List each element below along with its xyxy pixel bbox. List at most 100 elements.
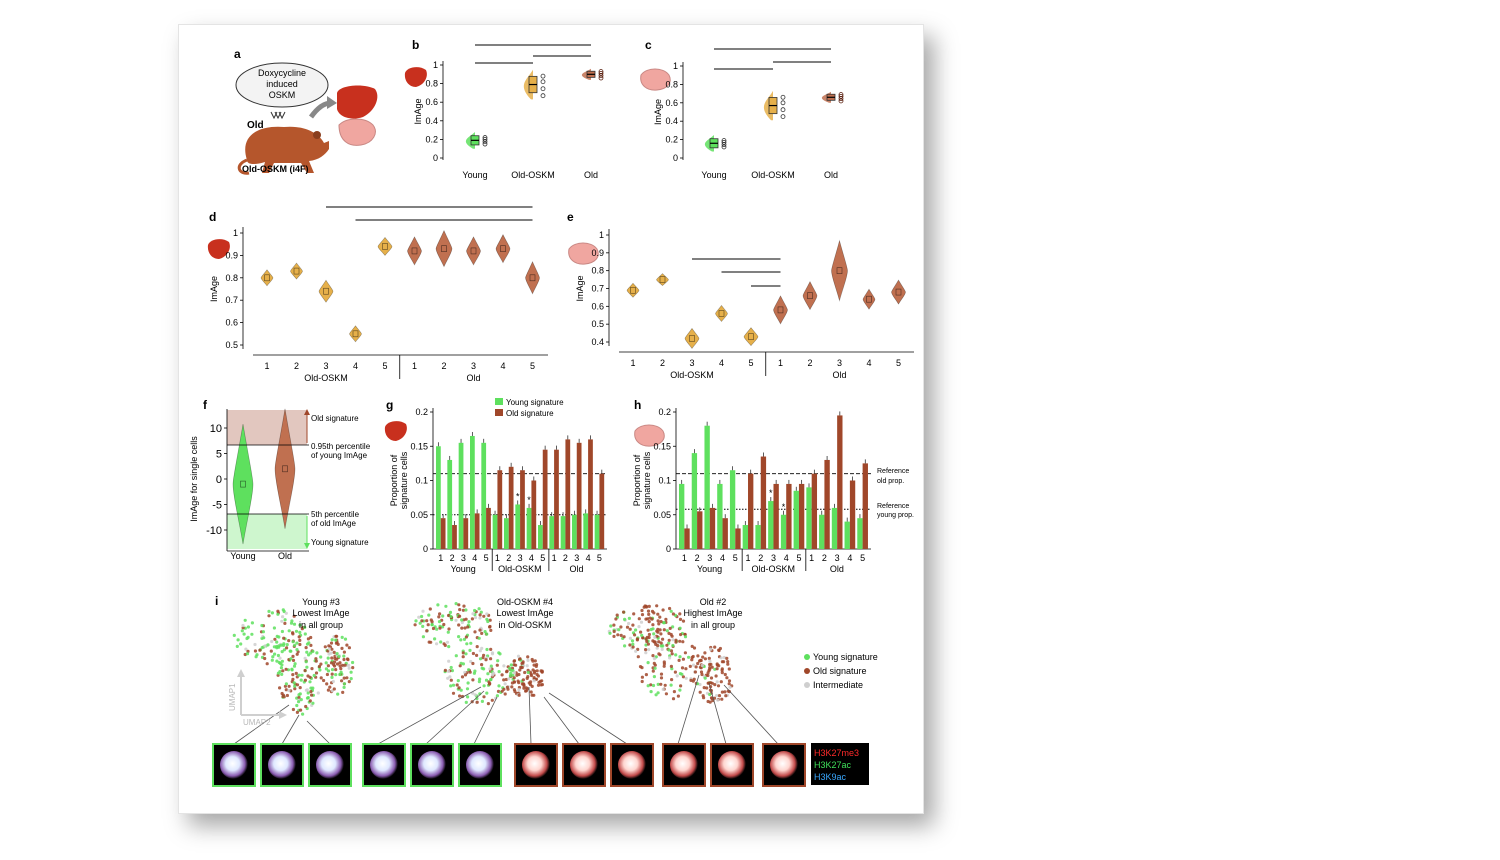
umap-1-cell bbox=[280, 672, 284, 677]
umap-3-cell bbox=[647, 648, 651, 652]
umap-3-cell bbox=[692, 646, 697, 650]
umap-plots bbox=[232, 602, 779, 745]
panel_d-violin-5 bbox=[407, 236, 422, 266]
umap-title-2-line-2: Lowest ImAge bbox=[496, 608, 553, 618]
umap-3-cell bbox=[653, 666, 657, 670]
panel-d-axes: 0.5 0.6 0.7 0.8 0.9 1 ImAge 1 2 3 4 5 1 2 3 4 5 Old-OSKM O… bbox=[209, 206, 548, 383]
umap-2-cell bbox=[509, 671, 513, 676]
umap-2-cell bbox=[457, 623, 461, 627]
umap-1-cell bbox=[261, 630, 265, 634]
umap-2-cell bbox=[496, 659, 500, 663]
panel_g-xtick-8: 4 bbox=[529, 553, 534, 563]
umap-3-cell bbox=[640, 608, 644, 613]
mouse-label: Old bbox=[247, 120, 264, 131]
umap-1-cell bbox=[242, 632, 246, 636]
umap-2-cell bbox=[473, 608, 477, 613]
panel_g-old-bar-12 bbox=[576, 442, 582, 549]
umap-1-cell bbox=[305, 650, 309, 654]
umap-3-cell bbox=[648, 616, 652, 620]
umap-3-cell bbox=[625, 625, 630, 629]
panel_e-xtick-4: 5 bbox=[748, 358, 753, 368]
umap-3-cell bbox=[655, 646, 659, 650]
umap-1-cell bbox=[326, 664, 330, 668]
umap-3-cell bbox=[692, 677, 696, 681]
umap-1-cell bbox=[298, 692, 302, 696]
f-xlabel-young: Young bbox=[230, 551, 255, 561]
umap-1-cell bbox=[347, 666, 351, 670]
umap-2-cell bbox=[451, 691, 456, 695]
umap-3-cell bbox=[622, 610, 626, 614]
umap-2-cell bbox=[465, 642, 469, 646]
umap-1-cell bbox=[298, 686, 302, 690]
umap-2-cell bbox=[461, 662, 465, 666]
umap-3-cell bbox=[644, 643, 648, 647]
panel_b-xlabel-2: Old bbox=[584, 170, 598, 180]
umap-1-cell bbox=[253, 642, 257, 647]
panel_h-young-bar-0 bbox=[679, 483, 685, 549]
umap-3-cell bbox=[660, 647, 664, 652]
umap-1-cell bbox=[305, 665, 309, 669]
panel_g-young-bar-7 bbox=[515, 504, 521, 549]
panel-c: c 0 0.2 0.4 0.6 0.8 1 ImAge Young Old-OSKM Old bbox=[640, 38, 844, 180]
umap-1-cell bbox=[297, 673, 301, 677]
umap-1-cell bbox=[338, 664, 342, 668]
panel_g-xtick-4: 5 bbox=[484, 553, 489, 563]
umap-3-cell bbox=[646, 609, 651, 613]
panel_c-ylabel: ImAge bbox=[653, 99, 663, 125]
panel_e-violin-2 bbox=[684, 327, 700, 349]
umap-2-cell bbox=[490, 652, 495, 656]
umap-1-cell bbox=[340, 679, 344, 683]
umap-1-cell bbox=[298, 630, 302, 635]
umap-3-cell bbox=[725, 656, 729, 661]
legend-old-label: Old signature bbox=[813, 666, 867, 676]
panel_c-ytick-label-2: 0.4 bbox=[665, 116, 678, 126]
umap-2-cell bbox=[502, 664, 506, 668]
panel_e-group-old: Old bbox=[832, 370, 846, 380]
panel_b-ytick-label-0: 0 bbox=[433, 153, 438, 163]
umap-2-cell bbox=[484, 658, 488, 662]
umap-2-cell bbox=[485, 612, 489, 616]
umap-2-cell bbox=[490, 698, 494, 702]
panel_d-violin-1 bbox=[290, 262, 303, 280]
umap-1-cell bbox=[326, 669, 331, 673]
umap-3-cell bbox=[700, 663, 704, 668]
panel_c-point-2-2 bbox=[838, 93, 844, 99]
panel_e-violin-5 bbox=[773, 295, 788, 325]
panel_d-violin-0-box bbox=[264, 274, 270, 282]
umap-3-cell bbox=[683, 632, 687, 636]
umap-2-cell bbox=[471, 651, 475, 656]
umap-3-cell bbox=[722, 655, 726, 660]
umap-2-cell bbox=[514, 663, 518, 667]
panel_e-ytick-label-2: 0.6 bbox=[591, 301, 604, 311]
umap-3-cell bbox=[647, 604, 651, 609]
umap-2-cell bbox=[533, 659, 537, 663]
umap-2-cell bbox=[456, 679, 460, 683]
umap-1-cell bbox=[336, 692, 340, 696]
umap-2-cell bbox=[485, 617, 489, 621]
umap-2-cell bbox=[497, 670, 501, 674]
umap-1-cell bbox=[236, 638, 240, 642]
umap-2-cell bbox=[489, 647, 493, 652]
umap-1-cell bbox=[330, 647, 334, 651]
umap-1-cell bbox=[282, 648, 286, 652]
umap-3-cell bbox=[652, 611, 656, 615]
umap-3-cell bbox=[637, 625, 641, 629]
umap-1-cell bbox=[280, 629, 284, 634]
panel_e-violin-7-box bbox=[836, 267, 843, 274]
umap-1-cell bbox=[281, 695, 285, 699]
umap-1-cell bbox=[289, 657, 293, 661]
panel_e-xtick-1: 2 bbox=[660, 358, 665, 368]
panel-b-liver-icon bbox=[404, 67, 427, 87]
umap-3-cell bbox=[702, 686, 706, 690]
umap-2-cell bbox=[538, 679, 543, 684]
umap-3-cell bbox=[659, 620, 663, 624]
umap-2-cell bbox=[480, 631, 484, 636]
umap-2-cell bbox=[485, 647, 489, 652]
panel_d-violin-5-box bbox=[411, 247, 418, 255]
panel_e-violin-8-box bbox=[866, 295, 872, 303]
umap-3-cell bbox=[696, 661, 700, 666]
umap-2-cell bbox=[420, 614, 424, 619]
umap-3-cell bbox=[657, 622, 661, 626]
umap-1-cell bbox=[308, 680, 312, 684]
f-annot-old: Old signature bbox=[311, 414, 359, 423]
